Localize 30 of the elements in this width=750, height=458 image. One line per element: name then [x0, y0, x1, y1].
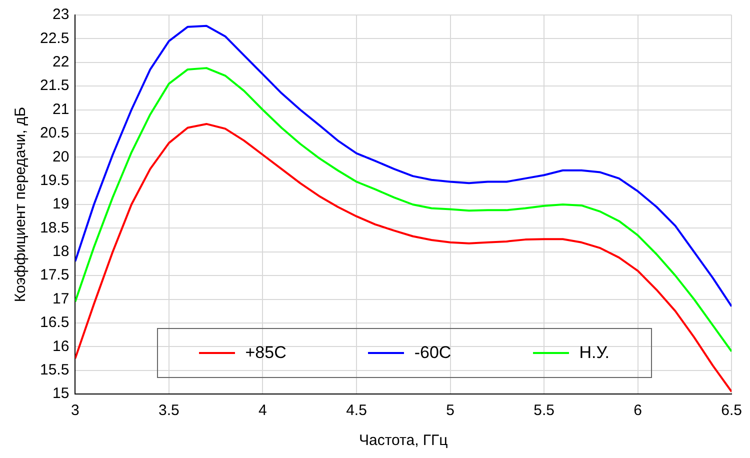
x-tick-label: 5.5: [534, 402, 554, 420]
y-tick-label: 18: [52, 243, 70, 260]
legend-label: Н.У.: [579, 343, 610, 363]
x-tick-label: 4: [258, 402, 267, 420]
y-tick-label: 21.5: [40, 77, 70, 94]
x-tick-label: 3.5: [158, 402, 180, 420]
x-tick-label: 4.5: [346, 402, 367, 420]
y-tick-label: 22.5: [40, 30, 70, 47]
y-tick-label: 15: [52, 385, 70, 402]
y-tick-label: 21: [52, 100, 70, 118]
y-axis-title: Коэффициент передачи, дБ: [12, 106, 30, 302]
y-tick-label: 20.5: [40, 124, 70, 142]
y-tick-label: 20: [52, 148, 70, 166]
y-tick-label: 19.5: [40, 172, 70, 189]
x-axis-title: Частота, ГГц: [358, 432, 448, 450]
x-tick-label: 6.5: [721, 402, 742, 420]
legend-label: +85C: [245, 343, 286, 363]
x-tick-label: 6: [634, 402, 642, 420]
y-tick-label: 16: [52, 338, 70, 355]
y-tick-label: 17.5: [40, 266, 70, 284]
y-tick-label: 19: [52, 196, 70, 213]
x-tick-label: 5: [446, 402, 454, 420]
y-tick-label: 16.5: [40, 314, 70, 332]
y-tick-label: 15.5: [40, 361, 70, 378]
y-tick-label: 23: [52, 6, 70, 24]
legend-label: -60C: [414, 343, 452, 363]
x-tick-label: 3: [71, 402, 80, 420]
y-tick-label: 18.5: [40, 219, 70, 236]
y-tick-label: 22: [52, 54, 70, 71]
y-tick-label: 17: [52, 290, 70, 308]
